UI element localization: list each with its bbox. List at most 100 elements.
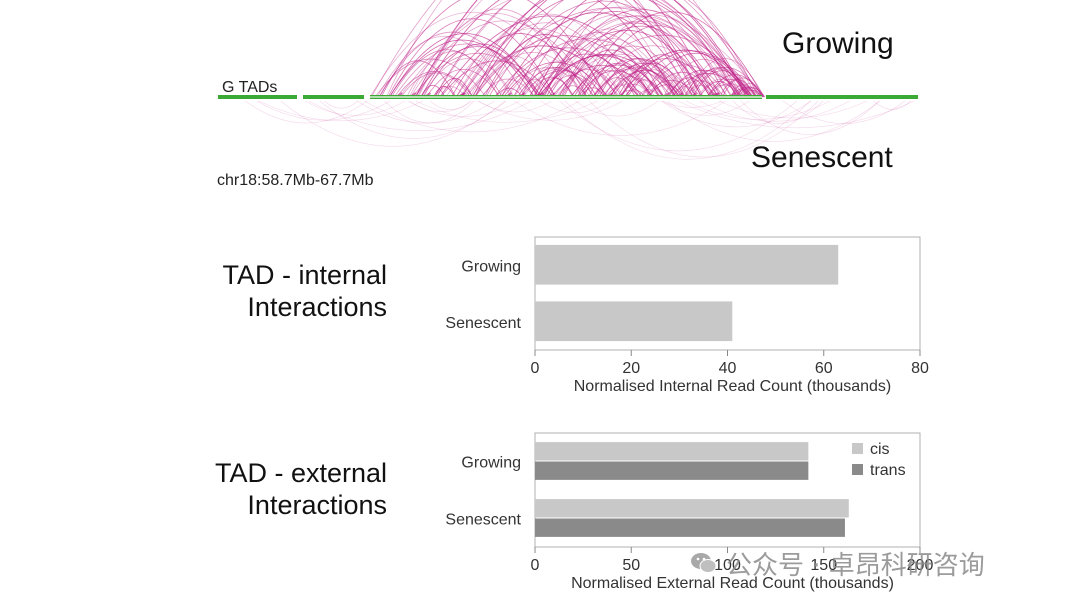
- x-tick-label: 0: [531, 557, 540, 574]
- interaction-arc-top: [463, 45, 621, 98]
- external-chart: Growing Senescent 0 50 100 150 200 Normalised E…: [445, 432, 934, 592]
- growing-label: Growing: [782, 27, 894, 60]
- interaction-arc-bottom: [256, 100, 391, 121]
- interaction-arc-top: [445, 28, 625, 98]
- interaction-arc-top: [595, 77, 639, 98]
- interaction-arc-bottom: [356, 100, 495, 124]
- interaction-arc-bottom: [732, 100, 824, 124]
- interaction-arc-top: [415, 8, 583, 98]
- interaction-arc-top: [697, 78, 745, 98]
- interaction-arc-top: [707, 84, 741, 98]
- interaction-arc-top: [426, 69, 501, 98]
- interaction-arc-top: [640, 52, 753, 98]
- legend-label-trans: trans: [870, 462, 906, 479]
- x-tick-label: 50: [622, 557, 640, 574]
- interaction-arc-bottom: [245, 100, 368, 124]
- interaction-arc-bottom: [575, 100, 659, 117]
- interaction-arc-bottom: [588, 100, 819, 158]
- interaction-arc-bottom: [304, 100, 406, 116]
- interaction-arc-top: [422, 43, 540, 98]
- interaction-arc-bottom: [699, 100, 850, 122]
- interaction-arc-bottom: [258, 100, 424, 122]
- interaction-arc-top: [699, 81, 739, 98]
- interaction-arc-top: [474, 0, 747, 98]
- interaction-arc-bottom: [718, 100, 868, 119]
- interaction-arc-top: [558, 22, 711, 98]
- interaction-arc-top: [545, 74, 598, 98]
- interaction-arc-top: [605, 85, 640, 98]
- category-label: Senescent: [445, 512, 521, 529]
- x-tick-label: 0: [531, 360, 540, 377]
- x-axis-label: Normalised External Read Count (thousand…: [571, 575, 894, 592]
- interaction-arc-bottom: [477, 100, 552, 113]
- x-tick-label: 200: [907, 557, 934, 574]
- interaction-arc-top: [456, 0, 750, 98]
- interaction-arc-top: [455, 13, 640, 98]
- x-tick-label: 80: [911, 360, 929, 377]
- x-axis-label: Normalised Internal Read Count (thousand…: [574, 378, 892, 395]
- interaction-arc-top: [672, 73, 744, 98]
- interaction-arc-top: [371, 0, 758, 98]
- interaction-arc-bottom: [661, 100, 812, 128]
- interaction-arc-top: [417, 0, 677, 98]
- interaction-arc-top: [369, 12, 574, 98]
- interaction-arc-top: [513, 0, 748, 98]
- interaction-arc-bottom: [686, 100, 831, 120]
- interaction-arc-bottom: [319, 100, 507, 139]
- interaction-arc-top: [623, 89, 645, 98]
- legend-label-cis: cis: [870, 441, 890, 458]
- interaction-arc-top: [580, 45, 686, 98]
- interaction-arc-top: [386, 0, 690, 98]
- bar-senescent: [535, 301, 733, 342]
- interaction-arc-top: [684, 58, 765, 98]
- interaction-arc-top: [434, 0, 703, 98]
- track-label: G TADs: [222, 79, 277, 96]
- interaction-arc-top: [626, 50, 758, 98]
- interaction-arc-top: [547, 53, 656, 98]
- interaction-arc-top: [668, 77, 711, 98]
- interaction-arc-top: [533, 10, 696, 98]
- interaction-arc-top: [494, 47, 643, 98]
- interaction-arc-bottom: [415, 100, 598, 123]
- external-row-title-line1: TAD - external: [215, 458, 387, 488]
- interaction-arc-top: [415, 46, 539, 98]
- interaction-arcs: [245, 0, 915, 160]
- interaction-arc-top: [451, 33, 588, 98]
- interaction-arc-bottom: [677, 100, 915, 129]
- interaction-arc-top: [546, 62, 617, 98]
- interaction-arc-top: [498, 75, 546, 98]
- interaction-arc-top: [625, 69, 682, 98]
- interaction-arc-top: [538, 54, 673, 98]
- interaction-arc-top: [610, 76, 651, 98]
- x-tick-label: 40: [719, 360, 737, 377]
- internal-row-title-line2: Interactions: [247, 292, 387, 322]
- interaction-arc-top: [415, 0, 715, 98]
- interaction-arc-top: [396, 71, 474, 98]
- interaction-arc-top: [663, 58, 744, 98]
- interaction-arc-top: [688, 67, 763, 98]
- interaction-arc-top: [410, 20, 597, 98]
- interaction-arc-bottom: [663, 100, 750, 116]
- interaction-arc-top: [540, 15, 738, 98]
- interaction-arc-bottom: [324, 100, 359, 109]
- interaction-arc-top: [461, 22, 631, 98]
- interaction-arc-bottom: [308, 100, 532, 131]
- senescent-label: Senescent: [751, 141, 893, 174]
- category-label: Growing: [461, 455, 521, 472]
- bar-senescent-trans: [535, 518, 845, 537]
- interaction-arc-top: [394, 43, 540, 98]
- bar-growing-trans: [535, 461, 809, 480]
- legend-swatch-trans: [852, 464, 863, 475]
- interaction-arc-top: [506, 67, 587, 98]
- interaction-arc-top: [417, 0, 698, 98]
- interaction-arc-top: [391, 49, 503, 98]
- interaction-arc-top: [582, 62, 652, 98]
- interaction-arc-top: [740, 87, 766, 98]
- interaction-arc-bottom: [661, 100, 723, 108]
- interaction-arc-top: [561, 25, 722, 98]
- interaction-arc-top: [514, 79, 556, 98]
- interaction-arc-top: [380, 0, 607, 98]
- interaction-arc-top: [621, 54, 704, 98]
- interaction-arc-bottom: [559, 100, 798, 152]
- interaction-arc-top: [433, 86, 455, 98]
